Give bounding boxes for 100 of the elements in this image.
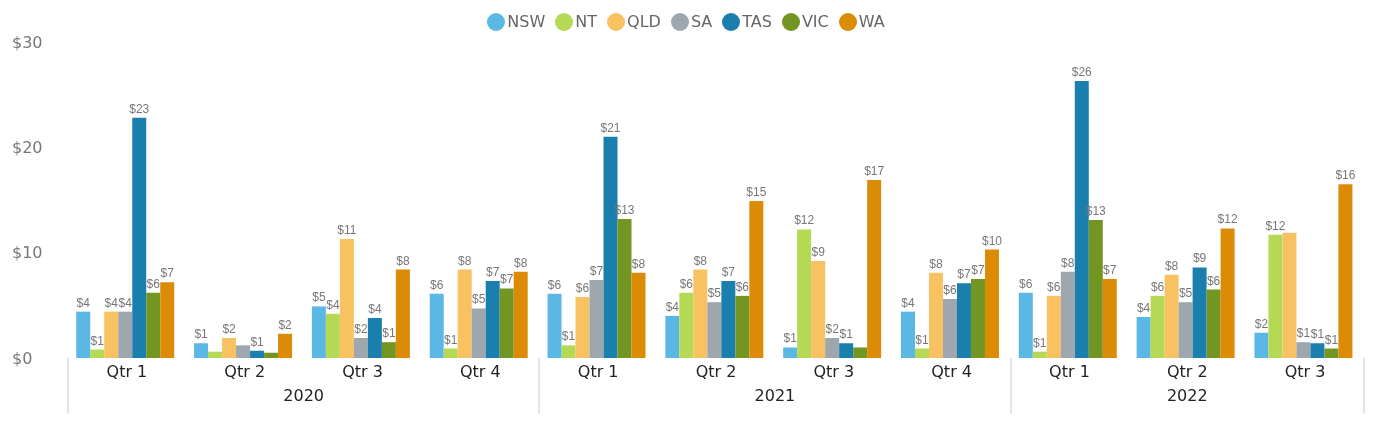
bar	[471, 308, 486, 358]
bar	[367, 317, 382, 358]
data-label: $1	[1324, 332, 1339, 347]
bar	[853, 347, 868, 358]
data-label: $23	[129, 101, 150, 116]
legend-label: VIC	[801, 12, 829, 31]
data-label: $5	[707, 286, 722, 301]
data-label: $1	[382, 326, 396, 341]
data-label: $5	[312, 290, 326, 305]
data-label: $1	[915, 332, 929, 347]
bar	[839, 343, 854, 358]
data-label: $2	[222, 321, 237, 336]
x-tick-label: Qtr 1	[106, 362, 148, 382]
x-tick-label: Qtr 3	[342, 362, 383, 382]
data-label: $1	[194, 327, 209, 342]
x-tick-label: Qtr 3	[813, 362, 855, 382]
x-tick-label: Qtr 2	[224, 362, 266, 382]
bar	[395, 269, 410, 358]
bar	[90, 349, 105, 358]
bar	[575, 296, 590, 358]
bar	[1088, 220, 1103, 358]
data-label: $4	[104, 295, 119, 310]
bar	[1282, 232, 1297, 358]
data-label: $6	[1047, 279, 1061, 294]
data-label: $1	[1296, 326, 1311, 341]
data-label: $1	[783, 331, 798, 346]
data-label: $12	[1217, 212, 1238, 227]
bar	[311, 306, 326, 358]
bar	[665, 315, 680, 358]
bar	[1338, 184, 1353, 358]
data-label: $7	[971, 263, 985, 277]
data-label: $26	[1071, 64, 1093, 79]
data-label: $9	[1192, 251, 1207, 266]
y-tick-label: $20	[12, 138, 43, 158]
bar	[783, 347, 798, 358]
bar	[914, 348, 929, 358]
x-tick-label: Qtr 4	[460, 362, 501, 382]
y-tick-label: $30	[12, 32, 43, 52]
data-label: $4	[326, 297, 340, 312]
data-label: $4	[901, 295, 915, 310]
data-label: $8	[929, 256, 943, 271]
bar	[1102, 279, 1117, 358]
text: 2021	[753, 386, 797, 405]
data-label: $7	[486, 265, 500, 280]
data-label: $7	[957, 267, 971, 282]
x-tick-label: Qtr 1	[577, 362, 619, 382]
bar	[353, 337, 368, 358]
bar	[457, 269, 472, 358]
data-label: $21	[600, 120, 621, 135]
x-tick-label: Qtr 2	[1166, 362, 1208, 382]
data-label: $5	[472, 292, 486, 307]
data-label: $7	[500, 272, 514, 287]
data-label: $1	[561, 329, 576, 344]
data-label: $9	[811, 245, 826, 260]
text: 2022	[1165, 386, 1209, 405]
data-label: $1	[839, 327, 854, 342]
legend-label: WA	[858, 12, 885, 31]
bar	[278, 333, 293, 358]
bar	[679, 292, 694, 358]
y-tick-label: $10	[12, 243, 43, 263]
bar	[942, 299, 957, 358]
data-label: $1	[444, 332, 458, 347]
data-label: $6	[146, 276, 161, 291]
data-label: $2	[354, 321, 368, 336]
data-label: $8	[631, 256, 646, 271]
bar	[250, 350, 265, 358]
bar	[194, 343, 209, 358]
bar	[1060, 271, 1075, 358]
data-label: $2	[278, 317, 293, 332]
data-label: $12	[794, 213, 815, 228]
data-label: $11	[337, 222, 357, 237]
bar	[76, 311, 91, 358]
bar	[735, 295, 750, 358]
bar	[811, 261, 826, 358]
data-label: $7	[1103, 263, 1117, 277]
data-label: $4	[665, 299, 680, 314]
bar	[867, 179, 882, 358]
data-label: $16	[1335, 168, 1356, 183]
data-label: $6	[1019, 276, 1033, 291]
bar	[693, 269, 708, 358]
bar	[513, 271, 528, 358]
bar	[900, 311, 915, 358]
bar	[264, 352, 279, 358]
bar	[118, 311, 133, 358]
bar	[499, 288, 514, 358]
data-label: $1	[1033, 335, 1047, 350]
bar	[325, 313, 340, 358]
bar	[1178, 302, 1193, 358]
data-label: $8	[396, 253, 410, 268]
data-label: $8	[458, 253, 472, 268]
data-label: $8	[693, 253, 708, 268]
bar	[222, 337, 237, 358]
data-label: $7	[160, 266, 175, 281]
data-label: $7	[721, 265, 736, 280]
bar	[1164, 274, 1179, 358]
bar	[1206, 289, 1221, 358]
bar	[1254, 332, 1269, 358]
data-label: $2	[1254, 316, 1269, 331]
data-label: $10	[981, 233, 1003, 248]
legend-label: NT	[575, 12, 598, 31]
